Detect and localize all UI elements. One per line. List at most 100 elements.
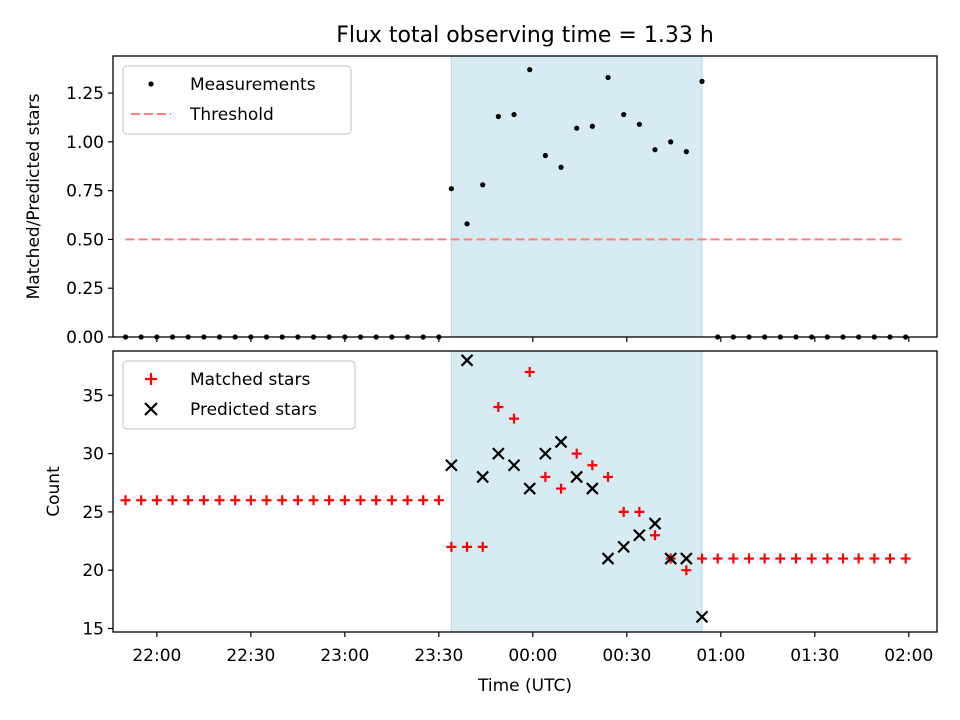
predicted-star-point <box>680 552 693 565</box>
bottom-ytick-label: 15 <box>82 620 104 640</box>
legend-label: Matched stars <box>190 370 310 390</box>
matched-star-point <box>151 495 162 506</box>
measurement-point <box>605 74 611 81</box>
matched-star-point <box>634 506 645 517</box>
bottom-highlight-span <box>450 350 703 633</box>
figure-title: Flux total observing time = 1.33 h <box>336 23 714 48</box>
matched-star-point <box>806 553 817 564</box>
matched-star-point <box>838 553 849 564</box>
measurement-point <box>683 149 689 155</box>
bottom-ylabel: Count <box>44 466 64 517</box>
legend-marker-matched <box>145 373 157 385</box>
matched-star-point <box>681 565 692 576</box>
predicted-star-point <box>539 447 552 460</box>
top-legend-box <box>122 65 352 135</box>
matched-star-point <box>885 553 896 564</box>
matched-star-point <box>869 553 880 564</box>
top-ytick-label: 1.00 <box>66 133 104 153</box>
bottom-ytick-label: 25 <box>82 503 104 523</box>
matched-star-point <box>477 541 488 552</box>
predicted-star-point <box>648 517 662 530</box>
predicted-star-point <box>586 482 599 495</box>
top-ylabel: Matched/Predicted stars <box>24 93 44 299</box>
matched-star-point <box>120 495 131 506</box>
predicted-star-point <box>570 470 583 484</box>
matched-star-point <box>822 553 833 564</box>
xlabel: Time (UTC) <box>477 676 572 696</box>
matched-star-point <box>540 471 551 482</box>
top-legend: Measurements Threshold <box>122 65 352 135</box>
legend-marker-measurements <box>148 81 154 87</box>
measurement-point <box>464 221 470 227</box>
matched-star-point <box>493 401 504 412</box>
matched-star-point <box>198 495 209 506</box>
matched-star-point <box>292 495 303 506</box>
matched-star-point <box>355 495 366 506</box>
matched-star-point <box>728 553 739 564</box>
matched-star-point <box>697 553 708 564</box>
predicted-star-point <box>492 447 505 460</box>
bottom-ytick-label: 35 <box>82 386 104 406</box>
measurement-point <box>448 186 454 192</box>
matched-star-point <box>853 553 864 564</box>
predicted-star-point <box>695 610 709 624</box>
bottom-legend-box <box>122 360 356 430</box>
measurement-point <box>495 113 501 120</box>
measurement-point <box>699 78 705 84</box>
bottom-axes-frame <box>112 350 938 633</box>
bottom-panel: 15 20 25 30 35 22:00 22:30 23:00 23:30 00:00 00:30… <box>44 350 938 696</box>
legend-label: Measurements <box>190 75 316 95</box>
measurement-point <box>652 147 658 153</box>
predicted-star-point <box>633 528 646 542</box>
matched-star-point <box>261 495 272 506</box>
xtick-label: 23:30 <box>414 646 463 666</box>
top-panel: 0.00 0.25 0.50 0.75 1.00 1.25 Matched/Predicte… <box>24 55 938 348</box>
xtick-label: 22:30 <box>226 646 275 666</box>
bottom-legend: Matched stars Predicted stars <box>122 360 356 430</box>
matched-star-point <box>371 495 382 506</box>
legend-label: Predicted stars <box>190 400 317 420</box>
matched-star-point <box>136 495 147 506</box>
measurement-point <box>511 111 517 118</box>
matched-star-point <box>712 553 723 564</box>
bottom-ytick-label: 30 <box>82 445 104 465</box>
bottom-ytick-label: 20 <box>82 561 104 581</box>
top-ytick-label: 0.25 <box>66 279 104 299</box>
matched-star-point <box>571 448 582 459</box>
matched-star-point <box>556 483 567 494</box>
top-highlight-span <box>450 55 703 338</box>
matched-star-point <box>277 495 288 506</box>
predicted-star-point <box>554 435 568 449</box>
xtick-label: 02:00 <box>884 646 933 666</box>
measurement-point <box>668 139 674 145</box>
top-axes-frame <box>112 55 938 338</box>
measurement-point <box>558 164 564 170</box>
predicted-star-point <box>476 470 489 484</box>
predicted-star-point <box>601 552 615 565</box>
matched-star-point <box>245 495 256 506</box>
matched-star-point <box>324 495 335 506</box>
matched-star-point <box>509 413 520 424</box>
top-ytick-label: 0.00 <box>66 328 104 348</box>
matched-star-point <box>433 495 444 506</box>
xtick-label: 00:30 <box>602 646 651 666</box>
xtick-label: 22:00 <box>132 646 181 666</box>
matched-star-point <box>214 495 225 506</box>
measurement-point <box>621 111 627 118</box>
matched-star-point <box>183 495 194 506</box>
xtick-label: 23:00 <box>320 646 369 666</box>
legend-label: Threshold <box>189 105 274 125</box>
matched-star-point <box>618 506 629 517</box>
matched-star-point <box>524 366 535 377</box>
top-ytick-label: 0.75 <box>66 182 104 202</box>
matched-star-point <box>446 541 457 552</box>
predicted-star-point <box>507 458 521 472</box>
matched-star-point <box>587 460 598 471</box>
matched-star-point <box>462 541 473 552</box>
xtick-label: 01:30 <box>790 646 839 666</box>
matched-star-point <box>775 553 786 564</box>
predicted-star-point <box>617 540 630 554</box>
predicted-star-point <box>523 482 536 495</box>
predicted-star-point <box>460 354 474 367</box>
